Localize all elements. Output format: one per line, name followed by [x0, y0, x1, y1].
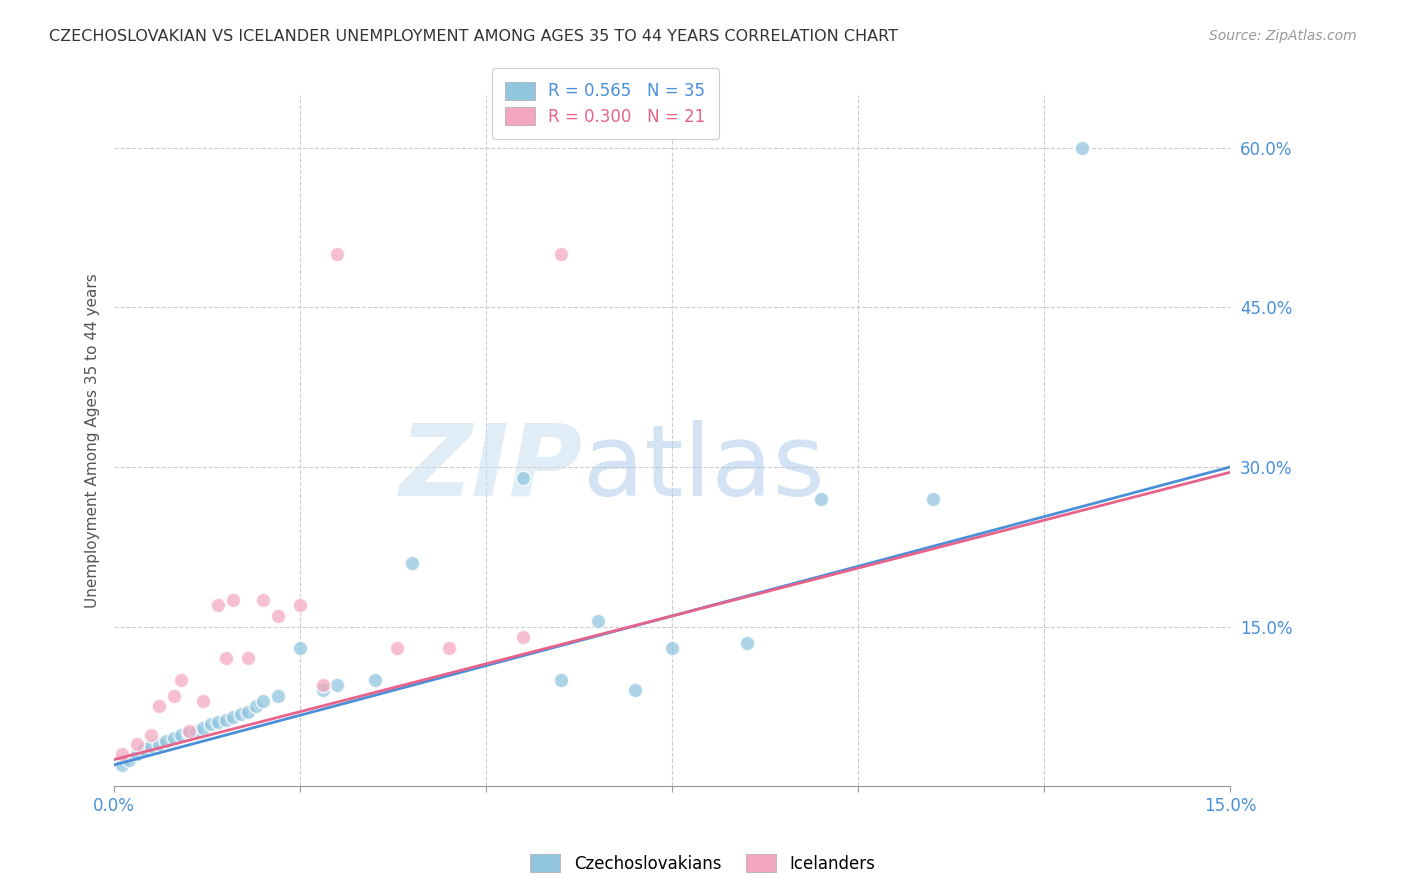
Point — [1070, 141, 1092, 155]
Point — [512, 630, 534, 644]
Point — [215, 713, 238, 727]
Point — [921, 491, 943, 506]
Point — [141, 739, 163, 753]
Point — [111, 757, 134, 772]
Point — [550, 673, 572, 687]
Point — [290, 599, 312, 613]
Point — [125, 737, 148, 751]
Point — [177, 723, 200, 738]
Point — [735, 635, 758, 649]
Point — [155, 734, 177, 748]
Legend: Czechoslovakians, Icelanders: Czechoslovakians, Icelanders — [524, 847, 882, 880]
Text: ZIP: ZIP — [399, 419, 583, 516]
Y-axis label: Unemployment Among Ages 35 to 44 years: Unemployment Among Ages 35 to 44 years — [86, 273, 100, 607]
Point — [148, 737, 170, 751]
Point — [245, 699, 267, 714]
Point — [141, 728, 163, 742]
Point — [170, 728, 193, 742]
Legend: R = 0.565   N = 35, R = 0.300   N = 21: R = 0.565 N = 35, R = 0.300 N = 21 — [492, 69, 718, 139]
Text: Source: ZipAtlas.com: Source: ZipAtlas.com — [1209, 29, 1357, 43]
Point — [437, 640, 460, 655]
Point — [586, 614, 609, 628]
Point — [311, 678, 333, 692]
Point — [163, 689, 186, 703]
Point — [363, 673, 385, 687]
Point — [624, 683, 647, 698]
Point — [170, 673, 193, 687]
Point — [661, 640, 683, 655]
Point — [125, 747, 148, 762]
Text: atlas: atlas — [583, 419, 824, 516]
Point — [207, 715, 229, 730]
Point — [177, 726, 200, 740]
Point — [401, 556, 423, 570]
Point — [267, 608, 290, 623]
Point — [111, 747, 134, 762]
Point — [193, 721, 215, 735]
Point — [252, 694, 274, 708]
Point — [236, 705, 259, 719]
Point — [215, 651, 238, 665]
Point — [184, 723, 207, 738]
Point — [200, 717, 222, 731]
Point — [267, 689, 290, 703]
Point — [222, 710, 245, 724]
Point — [148, 699, 170, 714]
Point — [163, 731, 186, 746]
Point — [118, 753, 141, 767]
Point — [193, 694, 215, 708]
Point — [252, 593, 274, 607]
Point — [207, 599, 229, 613]
Point — [550, 247, 572, 261]
Point — [512, 470, 534, 484]
Point — [229, 706, 252, 721]
Point — [326, 247, 349, 261]
Point — [290, 640, 312, 655]
Point — [810, 491, 832, 506]
Point — [222, 593, 245, 607]
Point — [311, 683, 333, 698]
Point — [326, 678, 349, 692]
Text: CZECHOSLOVAKIAN VS ICELANDER UNEMPLOYMENT AMONG AGES 35 TO 44 YEARS CORRELATION : CZECHOSLOVAKIAN VS ICELANDER UNEMPLOYMEN… — [49, 29, 898, 44]
Point — [132, 742, 155, 756]
Point — [236, 651, 259, 665]
Point — [385, 640, 408, 655]
